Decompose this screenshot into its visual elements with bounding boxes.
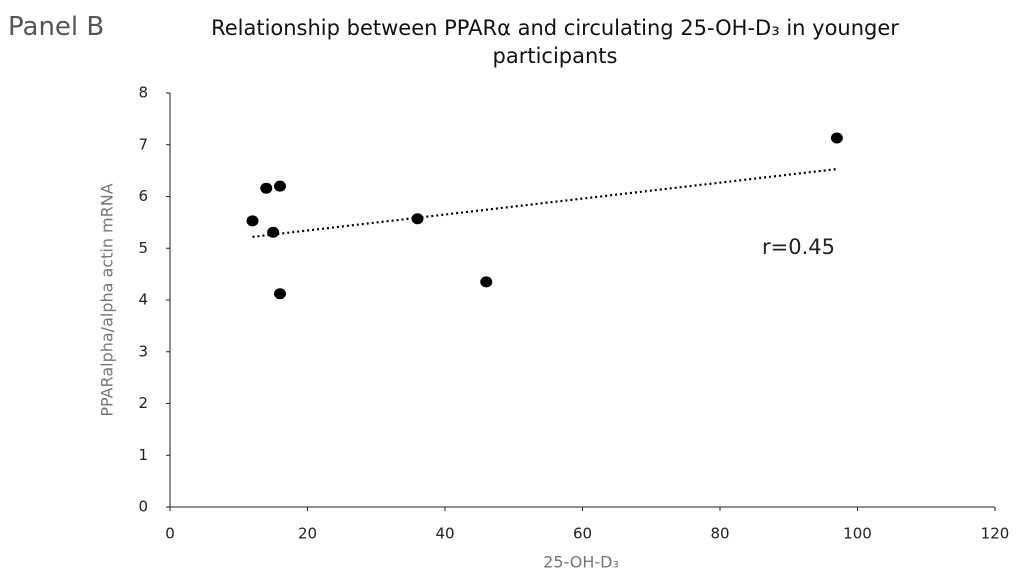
x-tick-label: 60	[573, 525, 592, 543]
data-point	[260, 182, 273, 194]
data-point	[267, 226, 280, 238]
y-tick-label: 8	[138, 84, 148, 102]
data-point	[480, 276, 493, 288]
trendline	[252, 167, 838, 238]
x-tick-label: 80	[710, 525, 729, 543]
y-tick-label: 5	[138, 239, 148, 257]
data-point	[830, 132, 843, 144]
y-tick-label: 4	[138, 291, 148, 309]
y-tick-label: 1	[138, 446, 148, 464]
y-tick-label: 7	[138, 135, 148, 153]
y-tick-label: 6	[138, 187, 148, 205]
annotation: r=0.45	[762, 235, 835, 259]
x-tick-label: 0	[165, 525, 175, 543]
chart-title: Relationship between PPARα and circulati…	[211, 16, 899, 68]
x-tick-label: 20	[298, 525, 317, 543]
panel-label: Panel B	[8, 12, 105, 42]
x-tick-label: 120	[981, 525, 1010, 543]
data-point	[246, 215, 259, 227]
y-axis-label: PPARalpha/alpha actin mRNA	[98, 183, 117, 416]
y-tick-label: 3	[138, 342, 148, 360]
data-point	[411, 213, 424, 225]
x-tick-label: 40	[435, 525, 454, 543]
y-tick-label: 2	[138, 394, 148, 412]
data-point	[274, 180, 286, 192]
y-tick-label: 0	[138, 498, 148, 516]
x-axis-label: 25-OH-D₃	[543, 553, 619, 572]
data-point	[274, 288, 286, 300]
x-tick-label: 100	[843, 525, 872, 543]
